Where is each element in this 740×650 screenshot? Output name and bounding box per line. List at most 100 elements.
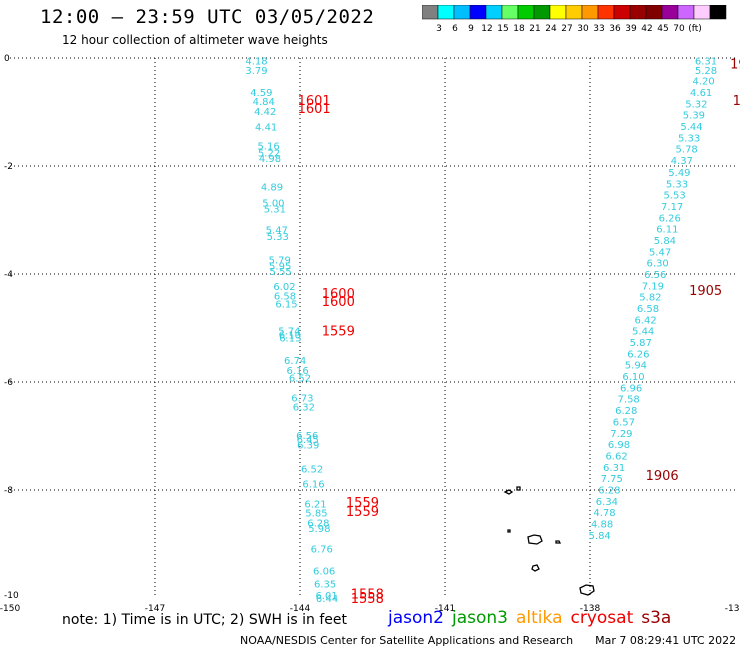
satellite-cryosat: cryosat [570,608,634,628]
wave-height-label: 6.52 [301,464,323,475]
wave-height-label: 5.55 [270,267,292,278]
satellite-s3a: s3a [641,608,672,628]
colorbar-label: 6 [452,24,458,34]
wave-height-label: 5.47 [649,247,671,258]
wave-height-label: 5.84 [589,531,611,542]
island-outline [527,534,543,545]
pass-time-label: 1558 [351,588,384,603]
wave-height-label: 6.01 [315,591,337,602]
wave-height-label: 4.84 [253,97,275,108]
wave-height-label: 7.17 [661,202,683,213]
wave-height-label: 6.58 [274,292,296,303]
wave-height-label: 5.49 [668,168,690,179]
colorbar-label: 36 [609,24,621,34]
colorbar-label: 70 [673,24,685,34]
wave-height-label: 6.28 [598,485,620,496]
wave-height-label: 5.79 [269,255,291,266]
wave-height-label: 6.11 [656,225,678,236]
wave-height-label: 7.29 [610,429,632,440]
wave-height-label: 5.82 [639,293,661,304]
pass-time-label: 1558 [351,592,384,607]
pass-time-label: 1905 [689,284,722,299]
colorbar-label: 30 [577,24,589,34]
generated-timestamp: Mar 7 08:29:41 UTC 2022 [595,634,737,647]
wave-height-label: 5.84 [654,236,676,247]
wave-height-label: 6.32 [293,402,315,413]
wave-height-label: 4.20 [692,77,714,88]
wave-height-label: 5.95 [269,261,291,272]
colorbar-label: 21 [529,24,540,34]
satellite-jason2: jason2 [388,608,444,628]
island-outline [507,529,511,533]
wave-height-label: 6.10 [622,372,644,383]
wave-height-label: 6.21 [304,500,326,511]
wave-height-label: 4.41 [255,123,277,134]
colorbar-label: 39 [625,24,637,34]
wave-height-label: 5.74 [278,327,300,338]
wave-height-label: 6.28 [615,406,637,417]
wave-height-label: 6.16 [286,366,308,377]
lon-tick-label: -150 [0,604,20,612]
wave-height-label: 5.31 [264,205,286,216]
altimeter-map: -150 -147 -144 -141 -138 -135 0 -2 -4 -6 -8 -10 4.18… [0,54,740,612]
wave-height-label: 6.96 [620,383,642,394]
wave-height-label: 7.75 [601,474,623,485]
pass-time-label: 1601 [298,102,331,117]
wave-height-label: 6.26 [627,349,649,360]
map-subtitle: 12 hour collection of altimeter wave hei… [62,33,328,47]
island-outline [555,540,562,544]
wave-height-label: 5.22 [258,149,280,160]
lat-tick-label: -4 [4,270,13,280]
colorbar-label: 9 [468,24,474,34]
wave-height-label: 5.94 [625,361,647,372]
wave-height-label: 6.13 [279,334,301,345]
wave-height-label: 5.33 [666,179,688,190]
wave-height-label: 6.28 [307,518,329,529]
wave-height-label: 4.59 [250,88,272,99]
colorbar-label: 15 [497,24,508,34]
lat-tick-label: -10 [4,591,19,601]
wave-height-label: 5.39 [683,111,705,122]
colorbar-label: 18 [513,24,525,34]
lon-tick-label: -138 [580,604,601,612]
wave-height-label: 6.44 [316,594,338,605]
lon-tick-label: -147 [145,604,165,612]
pass-time-label: 1559 [346,496,379,511]
wave-height-label: 5.98 [308,524,330,535]
wave-height-label: 4.18 [245,57,267,68]
lon-tick-label: -141 [435,604,455,612]
wave-height-label: 5.53 [663,191,685,202]
wave-height-label: 6.56 [296,431,318,442]
wave-height-label: 5.85 [305,509,327,520]
wave-height-label: 4.98 [259,154,281,165]
wave-height-label: 6.52 [289,374,311,385]
colorbar-label: (ft) [688,24,702,34]
pass-time-label: 19 [730,57,740,72]
satellite-altika: altika [516,608,563,628]
wave-height-label: 5.78 [676,145,698,156]
wave-height-label: 5.32 [685,99,707,110]
wave-height-label: 5.44 [632,327,654,338]
island-outline [531,564,540,572]
wave-height-label: 4.61 [690,88,712,99]
wave-height-label: 6.02 [273,282,295,293]
pass-time-label: 1600 [322,295,355,310]
colorbar-label: 24 [545,24,557,34]
lat-tick-label: -2 [4,162,13,172]
wave-height-label: 5.44 [680,122,702,133]
wave-height-label: 3.79 [245,66,267,77]
colorbar-label: 42 [641,24,652,34]
wave-height-label: 6.62 [605,451,627,462]
wave-height-label: 4.42 [254,107,276,118]
satellite-jason3: jason3 [452,608,508,628]
pass-time-label: 1600 [322,287,355,302]
wave-height-label: 5.16 [257,141,279,152]
lat-tick-label: -6 [4,378,13,388]
wave-height-colorbar: 3 6 9 12 15 18 21 24 27 30 33 36 39 42 45 70 (ft) [422,5,727,34]
wave-height-label: 6.42 [634,315,656,326]
wave-height-label: 7.19 [642,281,664,292]
colorbar-label: 3 [436,24,442,34]
island-outline [516,486,521,491]
wave-height-label: 6.74 [284,356,306,367]
credit-footer: NOAA/NESDIS Center for Satellite Applica… [240,634,736,647]
